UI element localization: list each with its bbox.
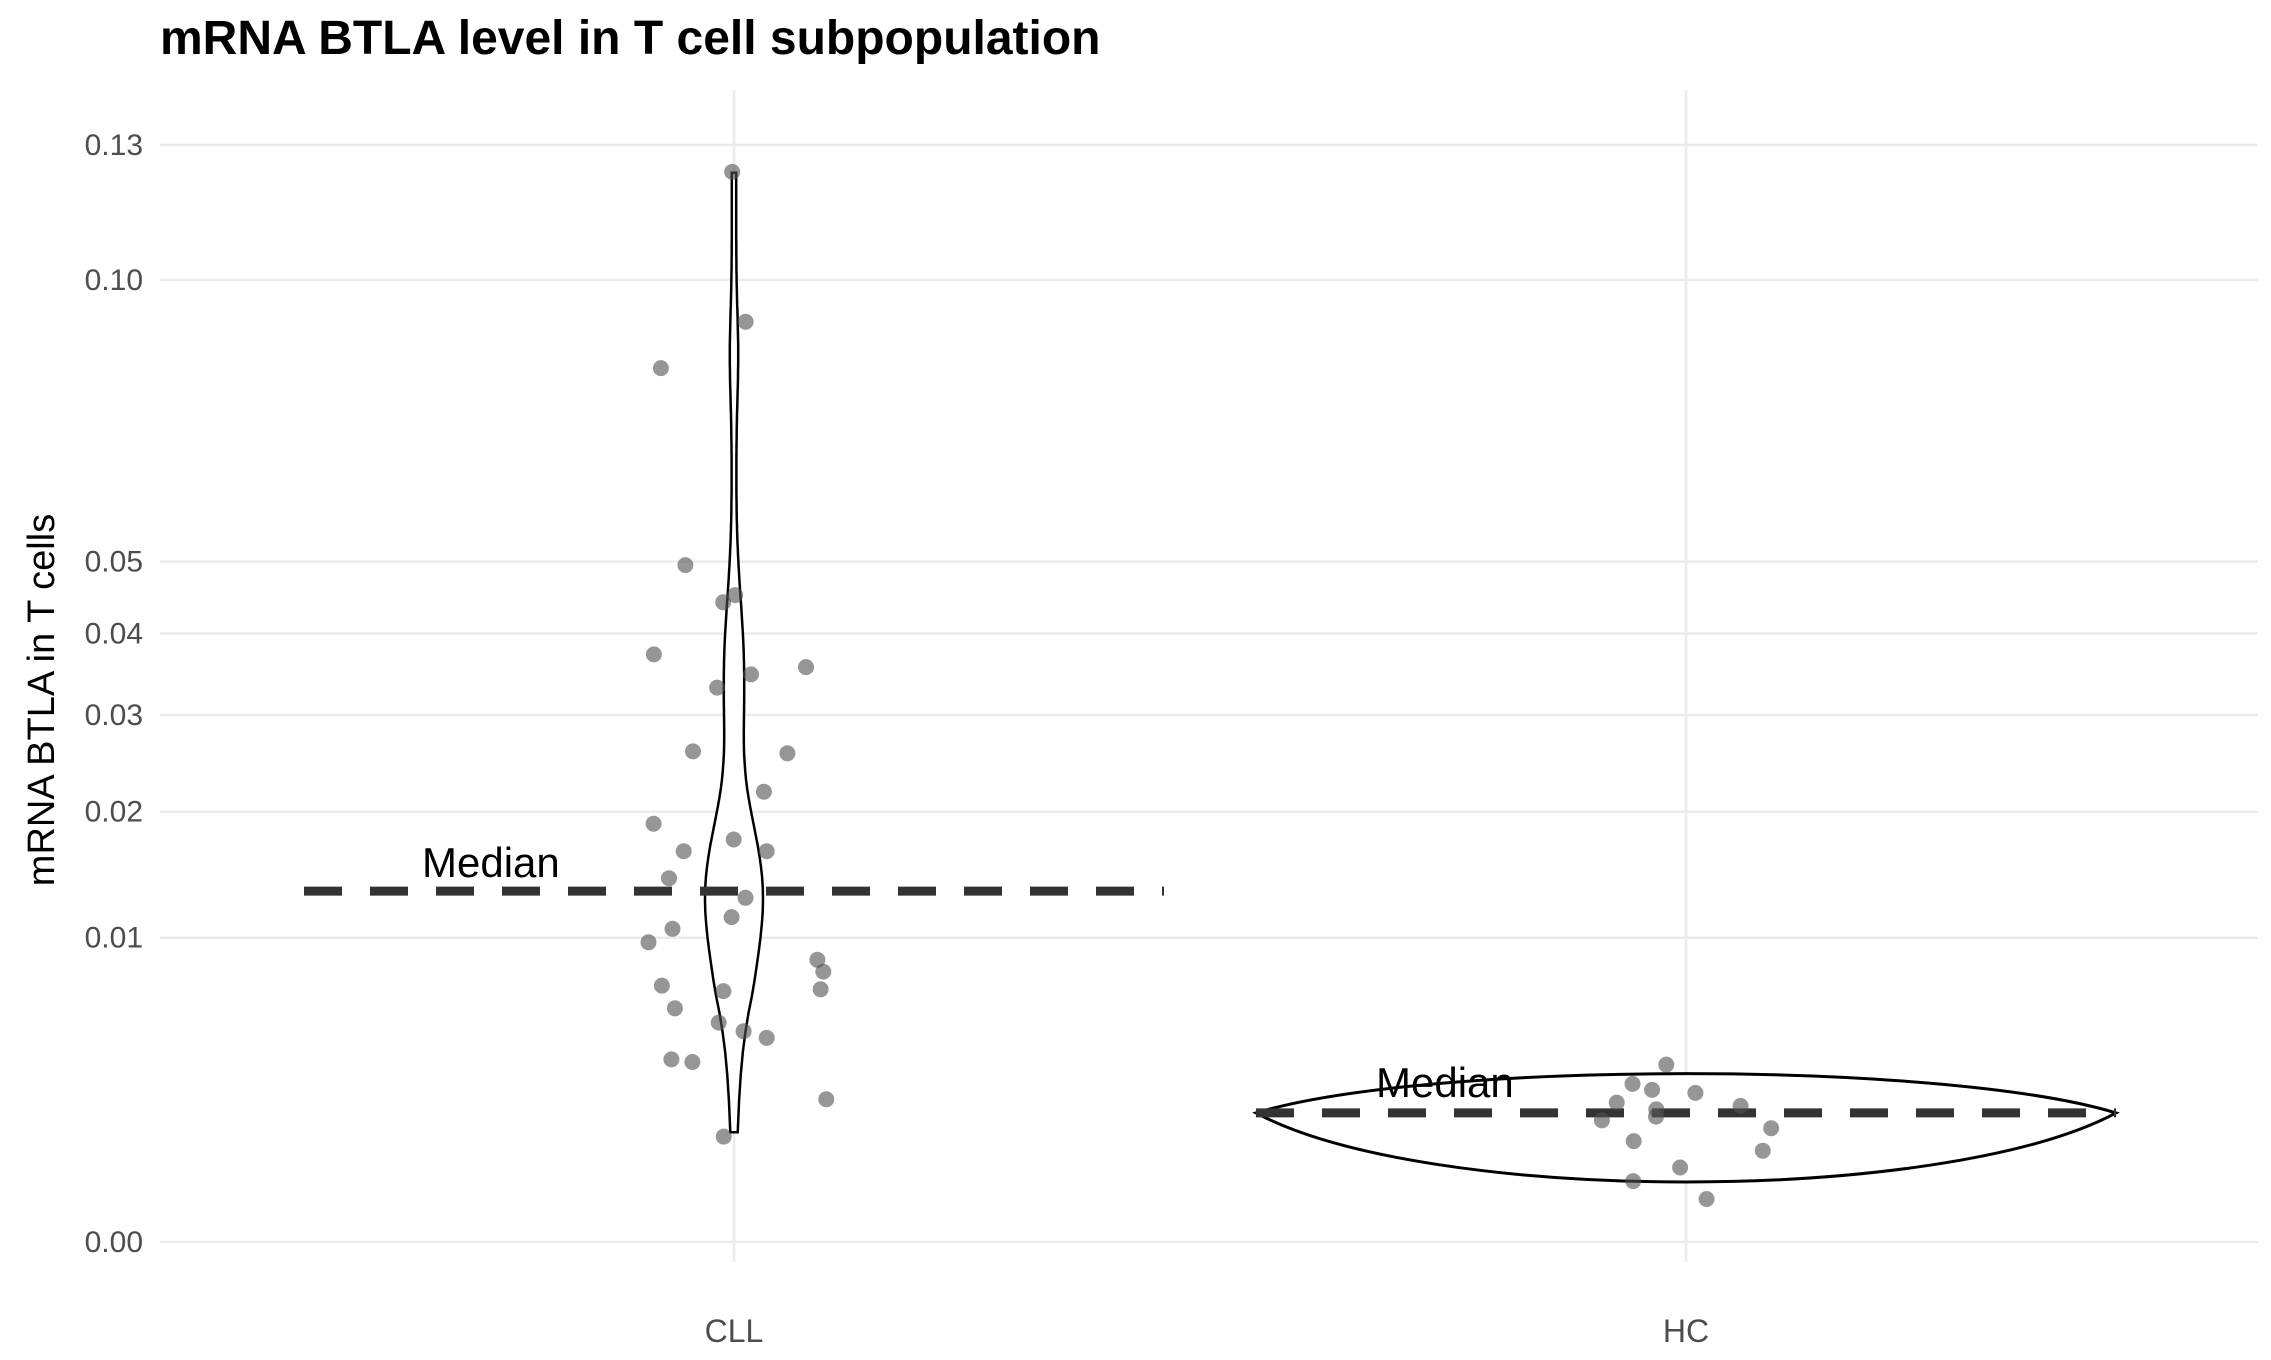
data-point	[1698, 1191, 1715, 1207]
data-point	[1625, 1173, 1642, 1190]
data-point	[663, 1051, 680, 1068]
data-point	[1608, 1094, 1625, 1111]
y-tick-label: 0.03	[85, 699, 143, 732]
data-point	[755, 783, 772, 800]
median-label: Median	[1376, 1059, 1514, 1106]
data-point	[645, 646, 662, 663]
data-point	[1644, 1081, 1661, 1098]
data-point	[1648, 1108, 1664, 1125]
data-point	[661, 870, 677, 887]
chart-title: mRNA BTLA level in T cell subpopulation	[160, 12, 1101, 65]
x-axis-ticks: CLL HC	[705, 1313, 1709, 1349]
data-point	[723, 909, 740, 926]
data-point	[640, 934, 657, 951]
data-point	[727, 587, 744, 604]
data-point	[1593, 1112, 1610, 1129]
y-tick-label: 0.04	[85, 617, 143, 650]
data-point	[737, 889, 754, 906]
data-point	[685, 743, 701, 760]
violin-cll	[703, 171, 765, 1134]
data-point	[815, 963, 832, 980]
data-points	[640, 163, 1780, 1207]
data-point	[1672, 1159, 1689, 1176]
data-point	[758, 843, 775, 860]
data-point	[812, 981, 829, 998]
data-point	[715, 594, 732, 611]
median-label: Median	[422, 839, 560, 886]
data-point	[737, 313, 754, 330]
data-point	[818, 1091, 835, 1108]
data-point	[743, 666, 759, 683]
data-point	[666, 1000, 683, 1017]
data-point	[725, 831, 742, 848]
median-lines: Median Median	[304, 839, 2116, 1118]
data-point	[677, 557, 694, 574]
data-point	[664, 920, 681, 937]
violins	[703, 171, 2120, 1184]
data-point	[1625, 1133, 1642, 1150]
x-tick-label: CLL	[705, 1313, 764, 1349]
data-point	[675, 843, 692, 860]
data-point	[684, 1054, 701, 1070]
y-tick-label: 0.10	[85, 264, 143, 297]
data-point	[1754, 1142, 1771, 1159]
y-tick-label: 0.00	[85, 1226, 143, 1259]
y-axis-label: mRNA BTLA in T cells	[21, 514, 63, 886]
data-point	[652, 360, 669, 377]
data-point	[1658, 1056, 1675, 1073]
x-tick-label: HC	[1663, 1313, 1709, 1349]
data-point	[1624, 1075, 1641, 1092]
data-point	[709, 679, 726, 696]
y-tick-label: 0.02	[85, 796, 143, 829]
data-point	[779, 745, 796, 762]
data-point	[758, 1029, 775, 1046]
data-point	[645, 815, 662, 832]
data-point	[1687, 1084, 1704, 1101]
data-point	[735, 1023, 752, 1040]
data-point	[809, 951, 826, 968]
y-axis-ticks: 0.00 0.01 0.02 0.03 0.04 0.05 0.10 0.13	[85, 129, 143, 1259]
data-point	[1732, 1097, 1749, 1114]
data-point	[715, 1128, 732, 1145]
grid-lines	[160, 90, 2258, 1262]
data-point	[798, 659, 814, 676]
y-tick-label: 0.05	[85, 546, 143, 579]
data-point	[653, 977, 670, 994]
y-tick-label: 0.13	[85, 129, 143, 162]
data-point	[1763, 1120, 1780, 1137]
y-tick-label: 0.01	[85, 922, 143, 955]
data-point	[710, 1014, 727, 1031]
data-point	[715, 983, 732, 1000]
data-point	[724, 163, 741, 180]
